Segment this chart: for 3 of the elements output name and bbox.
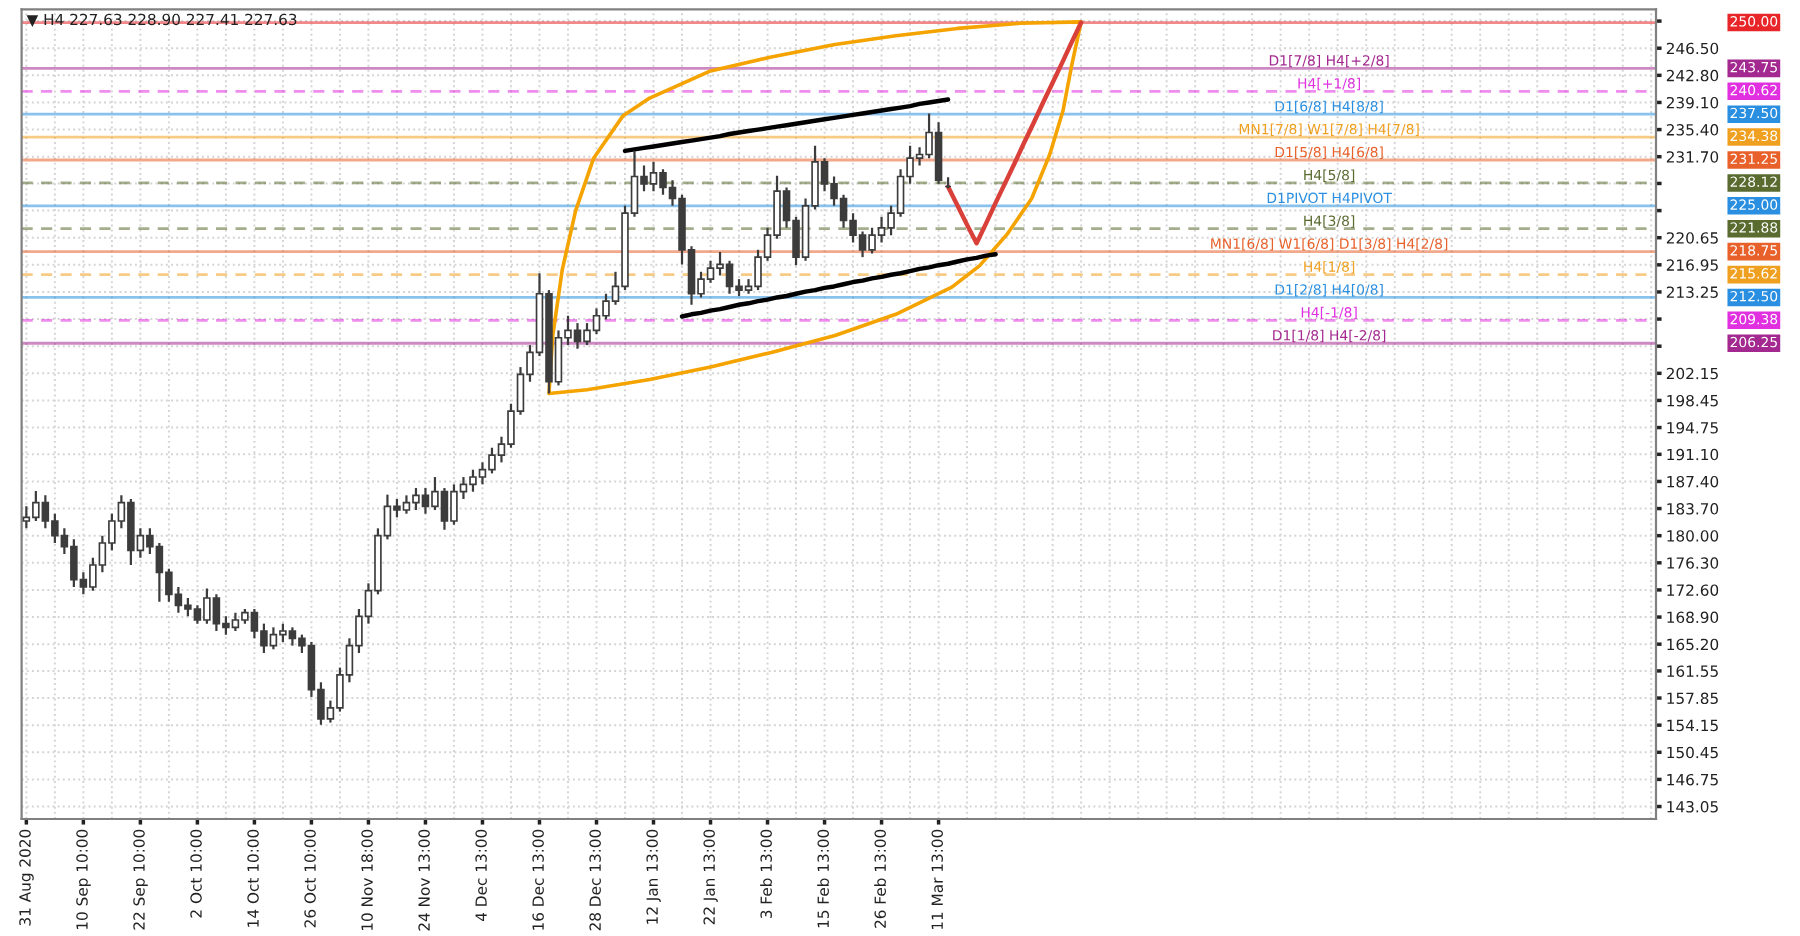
line-series [679,251,998,319]
line-series [945,20,1084,246]
line-series [622,97,951,154]
